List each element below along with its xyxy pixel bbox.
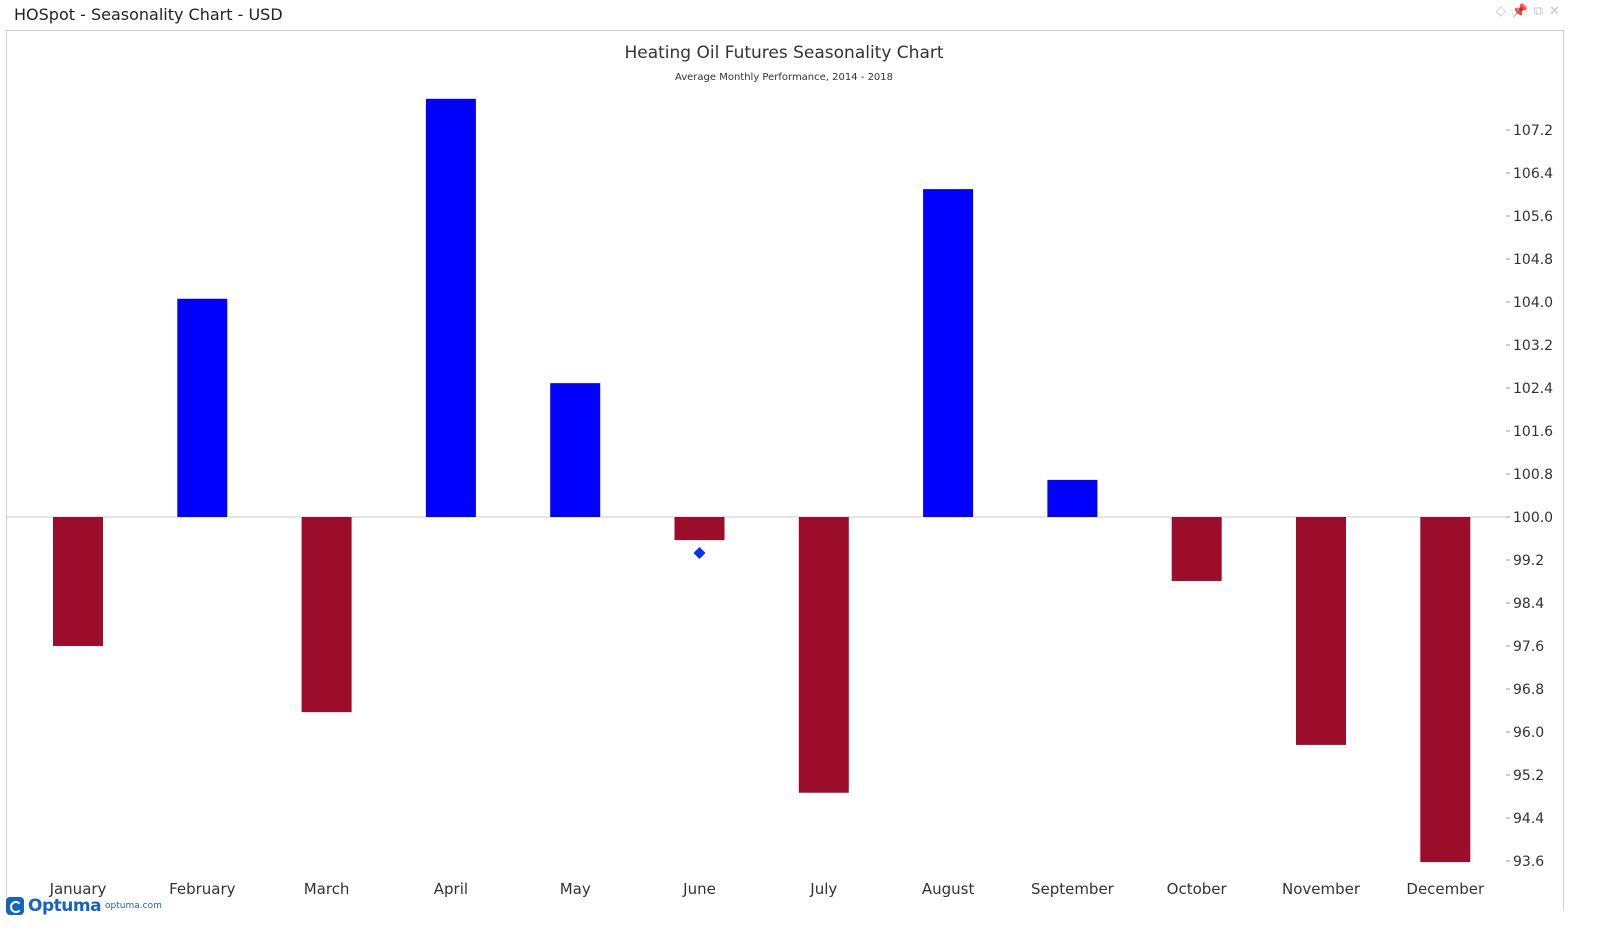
bar-january (53, 517, 103, 646)
y-tick-label: 99.2 (1513, 553, 1544, 569)
chart-subtitle: Average Monthly Performance, 2014 - 2018 (675, 72, 893, 83)
x-tick-label: October (1167, 880, 1228, 898)
bar-july (798, 517, 849, 793)
y-tick-label: 104.0 (1513, 295, 1553, 311)
window-title: HOSpot - Seasonality Chart - USD (14, 5, 283, 24)
window-controls: ◇ 📌 ⧉ ✕ (1496, 4, 1560, 19)
bar-march (301, 517, 352, 713)
pin-icon[interactable]: 📌 (1511, 4, 1528, 19)
optuma-logo-icon (6, 897, 24, 915)
y-tick-label: 101.6 (1513, 424, 1553, 440)
y-tick-label: 103.2 (1513, 338, 1553, 354)
y-tick-label: 96.0 (1513, 725, 1544, 741)
diamond-icon[interactable]: ◇ (1495, 4, 1506, 19)
x-tick-label: April (434, 880, 468, 898)
x-tick-label: November (1282, 880, 1361, 898)
y-tick-label: 96.8 (1513, 682, 1544, 698)
x-tick-label: July (809, 880, 837, 898)
bar-june (674, 517, 725, 541)
bar-may (550, 383, 601, 517)
bar-october (1171, 517, 1222, 581)
y-tick-label: 104.8 (1513, 252, 1553, 268)
bar-december (1420, 517, 1471, 863)
bar-november (1296, 517, 1346, 745)
y-tick-label: 107.2 (1513, 123, 1553, 139)
y-tick-label: 94.4 (1513, 811, 1544, 827)
logo-name: Optuma (28, 896, 102, 916)
chart-panel (6, 30, 1564, 911)
y-tick-label: 102.4 (1513, 381, 1553, 397)
y-tick-label: 98.4 (1513, 596, 1544, 612)
y-tick-label: 95.2 (1513, 768, 1544, 784)
restore-icon[interactable]: ⧉ (1533, 4, 1544, 19)
x-tick-label: February (169, 880, 236, 898)
close-icon[interactable]: ✕ (1549, 4, 1560, 19)
logo-url: optuma.com (105, 901, 162, 911)
x-tick-label: September (1031, 880, 1115, 898)
x-tick-label: December (1406, 880, 1485, 898)
y-tick-label: 100.0 (1513, 510, 1553, 526)
bar-august (923, 189, 974, 517)
x-tick-label: January (49, 880, 107, 898)
y-tick-label: 106.4 (1513, 166, 1553, 182)
x-tick-label: May (560, 880, 591, 898)
x-tick-label: June (682, 880, 716, 898)
y-tick-label: 100.8 (1513, 467, 1553, 483)
marker-diamond (693, 547, 706, 560)
x-tick-label: August (922, 880, 975, 898)
chart-title: Heating Oil Futures Seasonality Chart (624, 43, 943, 63)
optuma-logo: Optuma optuma.com (6, 896, 162, 916)
y-tick-label: 105.6 (1513, 209, 1553, 225)
x-tick-label: March (304, 880, 350, 898)
bar-april (425, 98, 476, 517)
y-tick-label: 93.6 (1513, 854, 1544, 870)
bar-september (1047, 479, 1098, 517)
bar-february (177, 298, 228, 517)
y-tick-label: 97.6 (1513, 639, 1544, 655)
